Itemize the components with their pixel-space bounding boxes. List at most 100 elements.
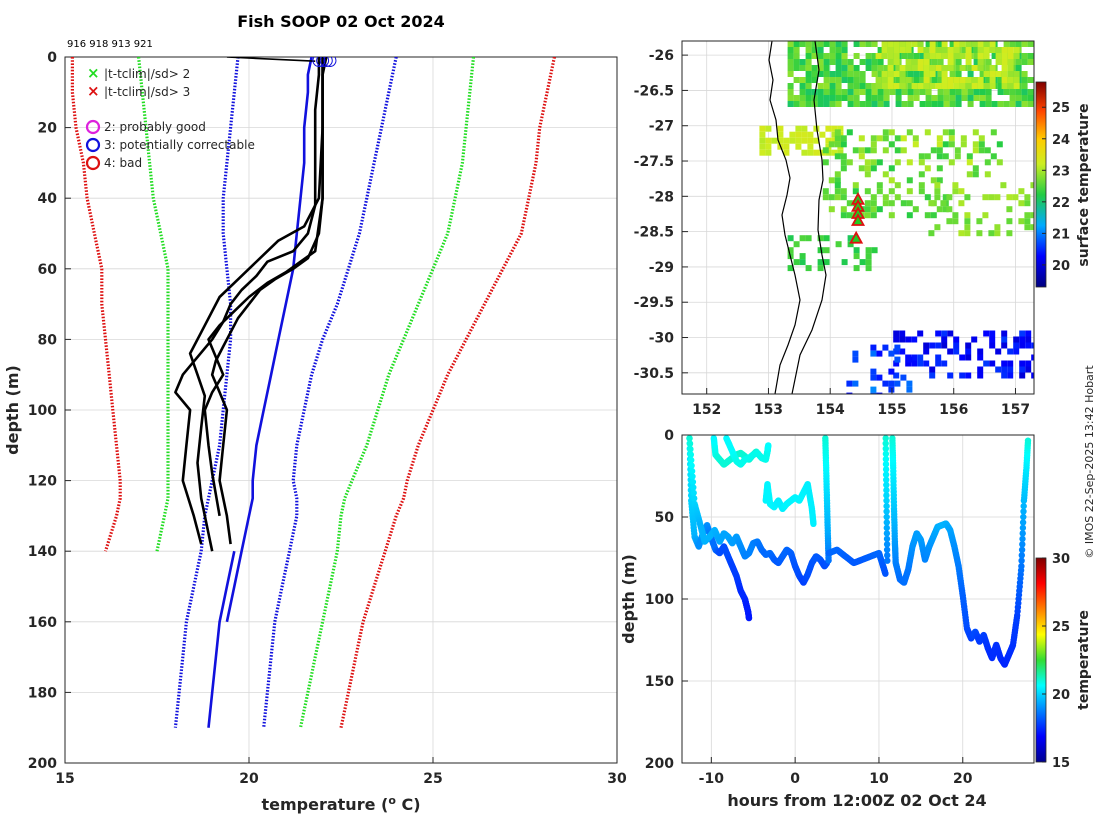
sst-cell <box>876 159 883 166</box>
map-colorbar-tick-label: 20 <box>1052 259 1070 274</box>
sst-cell <box>807 143 814 150</box>
sst-cell <box>823 95 830 101</box>
sst-cell <box>895 89 902 95</box>
sst-cell <box>1019 342 1026 349</box>
sst-cell <box>907 53 914 59</box>
sst-cell <box>1024 200 1031 207</box>
sst-cell <box>787 83 794 89</box>
sst-cell <box>829 59 836 65</box>
sst-cell <box>828 141 835 148</box>
map-x-tick-label: 153 <box>754 402 783 418</box>
sst-cell <box>888 177 895 184</box>
track-point <box>883 535 891 543</box>
sst-cell <box>888 380 895 387</box>
sst-cell <box>936 177 943 184</box>
sst-cell <box>853 253 860 260</box>
sst-cell <box>971 77 978 83</box>
sst-cell <box>907 101 914 107</box>
legend-label-flag3: 3: potentially correctable <box>104 138 255 152</box>
sst-cell <box>787 59 794 65</box>
sst-cell <box>995 348 1002 355</box>
sst-cell <box>953 336 960 343</box>
time-y-tick-label: 50 <box>655 510 675 526</box>
sst-cell <box>859 83 866 89</box>
track-point <box>691 495 698 502</box>
sst-cell <box>917 59 924 65</box>
sst-cell <box>841 95 848 101</box>
sst-cell <box>937 59 944 65</box>
sst-cell <box>870 212 877 219</box>
sst-cell <box>1019 366 1026 373</box>
sst-cell <box>989 336 996 343</box>
sst-cell <box>937 95 944 101</box>
track-point <box>1020 502 1027 510</box>
sst-cell <box>805 265 812 272</box>
sst-cell <box>828 177 835 184</box>
legend-circle-magenta <box>85 119 101 135</box>
sst-cell <box>989 342 996 349</box>
y-tick-label: 180 <box>28 685 57 701</box>
sst-cell <box>953 83 960 89</box>
sst-cell <box>929 366 936 373</box>
sst-cell <box>793 77 800 83</box>
sst-cell <box>1003 89 1010 95</box>
sst-cell <box>960 141 967 148</box>
shelf-line <box>791 41 827 394</box>
sst-cell <box>967 65 974 71</box>
sst-cell <box>811 89 818 95</box>
sst-cell <box>949 89 956 95</box>
sst-cell <box>817 89 824 95</box>
sst-cell <box>941 77 948 83</box>
map-sst-cells <box>759 41 1034 394</box>
sst-cell <box>805 77 812 83</box>
sst-cell <box>936 153 943 160</box>
series-clim-3sd <box>339 57 556 729</box>
map-y-tick-label: -30.5 <box>634 366 674 382</box>
sst-cell <box>917 330 924 337</box>
sst-cell <box>994 230 1001 237</box>
sst-cell <box>853 101 860 107</box>
sst-cell <box>925 41 932 47</box>
sst-cell <box>979 95 986 101</box>
sst-cell <box>959 83 966 89</box>
sst-cell <box>817 53 824 59</box>
sst-cell <box>905 59 912 65</box>
sst-cell <box>934 224 941 231</box>
sst-cell <box>1013 83 1020 89</box>
sst-cell <box>984 147 991 154</box>
sst-cell <box>977 53 984 59</box>
sst-cell <box>923 348 930 355</box>
sst-cell <box>852 188 859 195</box>
sst-cell <box>877 95 884 101</box>
sst-cell <box>949 71 956 77</box>
time-colorbar-tick-label: 20 <box>1052 688 1070 703</box>
track-point <box>882 450 890 458</box>
sst-cell <box>928 200 935 207</box>
sst-cell <box>1007 83 1014 89</box>
sst-cell <box>965 83 972 89</box>
sst-cell <box>1031 372 1034 379</box>
sst-cell <box>965 348 972 355</box>
sst-cell <box>1031 342 1034 349</box>
sst-cell <box>834 141 841 148</box>
track-point <box>883 519 890 526</box>
sst-cell <box>905 41 912 47</box>
sst-cell <box>894 344 901 351</box>
sst-cell <box>883 95 890 101</box>
sst-cell <box>949 95 956 101</box>
sst-cell <box>858 165 865 172</box>
sst-cell <box>955 89 962 95</box>
sst-cell <box>905 47 912 53</box>
time-track-points <box>686 435 1032 668</box>
sst-cell <box>942 153 949 160</box>
sst-cell <box>895 77 902 83</box>
sst-cell <box>948 129 955 136</box>
sst-cell <box>923 342 930 349</box>
time-colorbar-tick-label: 25 <box>1052 620 1070 635</box>
sst-cell <box>973 53 980 59</box>
sst-cell <box>934 194 941 201</box>
map-colorbar-tick-label: 22 <box>1052 196 1070 211</box>
sst-cell <box>971 41 978 47</box>
sst-cell <box>900 200 907 207</box>
map-colorbar <box>1035 81 1047 288</box>
